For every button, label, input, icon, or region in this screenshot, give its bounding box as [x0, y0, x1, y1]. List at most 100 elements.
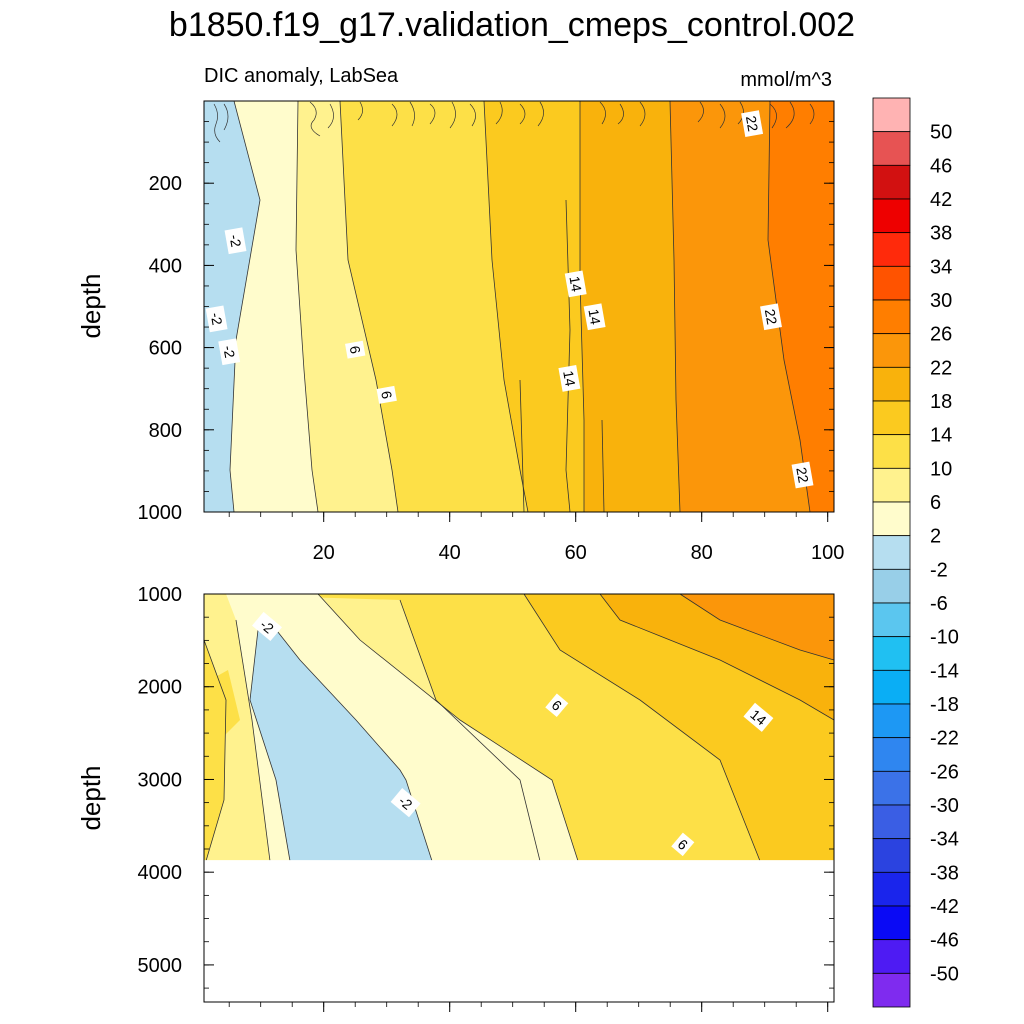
- top-contour-line: [339, 100, 399, 513]
- contour-label-bg: [376, 385, 397, 404]
- colorbar-label: 34: [930, 256, 952, 278]
- contour-label: 22: [741, 110, 764, 137]
- bottom-contour-line: [679, 593, 835, 661]
- top-contour-line: [295, 100, 319, 513]
- colorbar-box: [872, 535, 911, 570]
- panel-top-subtitle-right: mmol/m^3: [740, 69, 832, 91]
- colorbar-box: [872, 400, 911, 436]
- colorbar-box: [872, 770, 911, 806]
- contour-label-bg: [583, 303, 606, 331]
- xtick-label: 40: [439, 542, 461, 564]
- contour-label: 14: [564, 270, 587, 298]
- bottom-contour-line: [523, 593, 761, 862]
- contour-label: -2: [205, 305, 228, 333]
- colorbar-label: -22: [930, 728, 959, 750]
- contour-label-bg: [671, 832, 695, 857]
- bottom-contour-line: [235, 619, 271, 862]
- contour-label-bg: [390, 788, 421, 818]
- ytick-label: 600: [149, 338, 182, 360]
- colorbar-label: 30: [930, 290, 952, 312]
- bottom-contour-line: [249, 629, 291, 862]
- colorbar-label: -42: [930, 896, 959, 918]
- panel-bottom-ylabel: depth: [76, 765, 106, 830]
- contour-label-bg: [224, 227, 247, 255]
- panel-top: DIC anomaly, LabSea mmol/m^3 depth: [76, 65, 844, 564]
- xtick-label: 20: [313, 542, 335, 564]
- bottom-contour-line: [269, 621, 433, 862]
- contour-label-bg: [564, 270, 587, 298]
- colorbar-box: [872, 804, 911, 840]
- colorbar-label: 18: [930, 391, 952, 413]
- xtick-label: 80: [691, 542, 713, 564]
- colorbar-label: -14: [930, 660, 959, 682]
- colorbar-label: 22: [930, 357, 952, 379]
- bottom-contour-labels: -2 6 14 -2 6: [252, 611, 774, 857]
- surface-wiggle: [213, 101, 815, 143]
- colorbar-box: [872, 669, 911, 705]
- contour-label-text: 6: [347, 344, 364, 355]
- panel-bottom-xticks: [228, 1002, 829, 1012]
- contour-label: 6: [345, 340, 366, 359]
- contour-label-text: 6: [378, 390, 395, 401]
- panel-bottom-yticks: 1000 2000 3000 4000 5000: [138, 584, 834, 989]
- contour-label-bg: [760, 303, 782, 331]
- colorbar-box: [872, 198, 911, 234]
- colorbar-label: 26: [930, 324, 952, 346]
- contour-label-text: -2: [220, 344, 238, 359]
- contour-label-bg: [545, 693, 569, 717]
- colorbar-label: -30: [930, 795, 959, 817]
- colorbar-label: -38: [930, 862, 959, 884]
- colorbar-box: [872, 703, 911, 739]
- colorbar-label: -46: [930, 930, 959, 952]
- colorbar-box: [872, 972, 911, 1008]
- ytick-label: 1000: [138, 584, 183, 606]
- top-contour-line: [669, 100, 681, 513]
- contour-label-text: 14: [585, 308, 603, 326]
- contour-label-bg: [741, 110, 764, 137]
- contour-label-bg: [252, 611, 282, 642]
- colorbar-label: -6: [930, 593, 948, 615]
- colorbar-boxes: [872, 97, 911, 1008]
- panel-top-ylabel: depth: [76, 273, 106, 338]
- contour-label: -2: [252, 611, 282, 642]
- ytick-label: 4000: [138, 862, 183, 884]
- colorbar-box: [872, 333, 911, 368]
- ytick-label: 2000: [138, 677, 183, 699]
- contour-label-text: 14: [566, 275, 584, 293]
- contour-label: 14: [743, 702, 774, 732]
- colorbar-label: -34: [930, 829, 959, 851]
- contour-label-bg: [205, 305, 228, 333]
- colorbar-label: 6: [930, 492, 941, 514]
- colorbar-label: 2: [930, 526, 941, 548]
- colorbar-box: [872, 299, 911, 335]
- top-contour-line: [601, 419, 605, 513]
- panel-top-yticks: 200 400 600 800 1000: [138, 100, 834, 524]
- colorbar: 50 46 42 38 34 30 26 22 18 14 10 6 2 -2 -6 -10 -14 -18 -22…: [872, 97, 959, 1008]
- top-contour-line: [519, 379, 525, 513]
- contour-label-text: -2: [208, 311, 226, 326]
- ytick-label: 400: [149, 255, 182, 277]
- contour-label: -2: [224, 227, 247, 255]
- figure-title: b1850.f19_g17.validation_cmeps_control.0…: [169, 6, 855, 44]
- colorbar-label: 10: [930, 458, 952, 480]
- panel-bottom-field: -2 6 14 -2 6: [203, 593, 835, 1002]
- ytick-label: 5000: [138, 955, 183, 977]
- bottom-contour-lines: [203, 593, 835, 862]
- contour-label: 14: [558, 365, 581, 392]
- colorbar-box: [872, 636, 911, 671]
- contour-label: -2: [218, 338, 241, 366]
- contour-label: 6: [545, 693, 569, 717]
- colorbar-box: [872, 164, 911, 200]
- colorbar-box: [872, 939, 911, 974]
- colorbar-box: [872, 568, 911, 604]
- colorbar-labels: 50 46 42 38 34 30 26 22 18 14 10 6 2 -2 -6 -10 -14 -18 -22…: [930, 122, 959, 986]
- ytick-label: 1000: [138, 502, 183, 524]
- contour-label-bg: [743, 702, 774, 732]
- bottom-band-g: [680, 594, 834, 660]
- bottom-contour-line: [317, 593, 579, 862]
- top-contour-line: [565, 199, 571, 513]
- colorbar-box: [872, 871, 911, 907]
